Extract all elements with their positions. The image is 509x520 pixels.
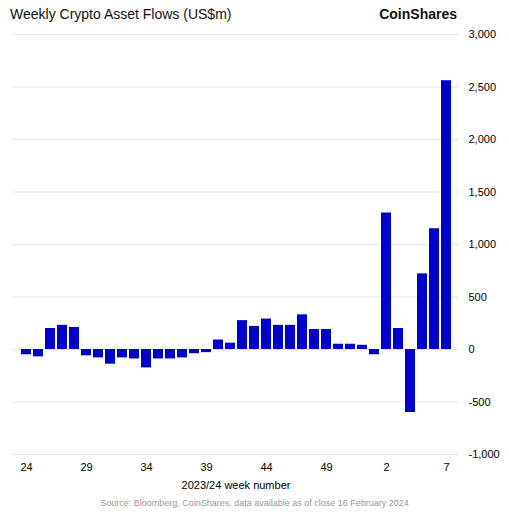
- svg-text:2023/24 week number: 2023/24 week number: [182, 479, 291, 491]
- svg-text:39: 39: [200, 461, 212, 473]
- svg-text:1,500: 1,500: [469, 186, 497, 198]
- svg-text:0: 0: [469, 343, 475, 355]
- svg-text:44: 44: [260, 461, 272, 473]
- svg-text:1,000: 1,000: [469, 238, 497, 250]
- html-text:Source: Bloomberg, CoinShares,: Source: Bloomberg, CoinShares, data avai…: [100, 498, 409, 508]
- svg-text:-500: -500: [469, 396, 491, 408]
- svg-text:2: 2: [383, 461, 389, 473]
- svg-text:49: 49: [320, 461, 332, 473]
- svg-text:2,000: 2,000: [469, 133, 497, 145]
- svg-text:2,500: 2,500: [469, 81, 497, 93]
- svg-text:34: 34: [140, 461, 152, 473]
- svg-text:24: 24: [20, 461, 32, 473]
- svg-text:500: 500: [469, 291, 487, 303]
- svg-text:3,000: 3,000: [469, 28, 497, 40]
- html-text:Weekly Crypto Asset Flows (US$: Weekly Crypto Asset Flows (US$m): [10, 6, 232, 22]
- html-text:CoinShares: CoinShares: [379, 6, 457, 22]
- svg-text:7: 7: [443, 461, 449, 473]
- svg-text:-1,000: -1,000: [469, 448, 500, 460]
- svg-text:29: 29: [80, 461, 92, 473]
